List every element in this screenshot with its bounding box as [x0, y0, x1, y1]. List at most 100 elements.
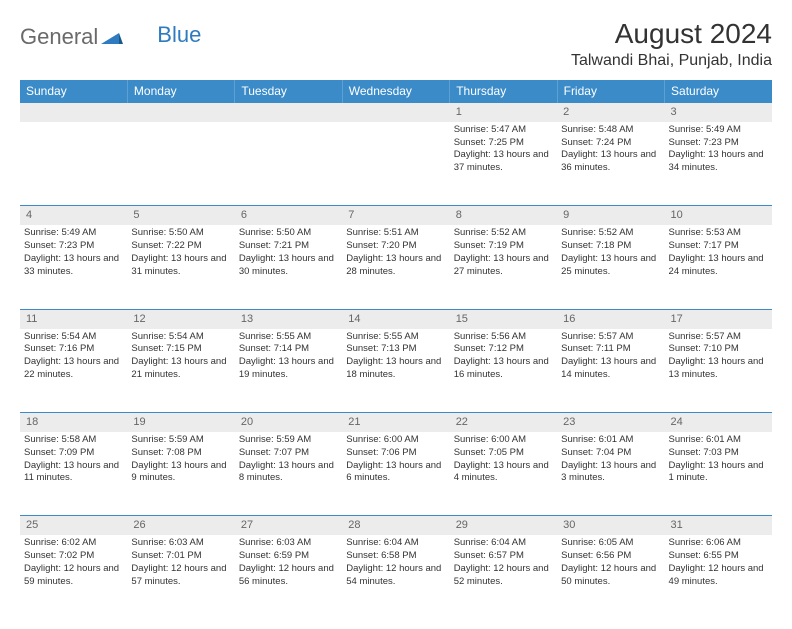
daylight-text: Daylight: 13 hours and 8 minutes. — [239, 460, 338, 486]
day-number-cell: 30 — [557, 516, 664, 535]
day-detail-cell: Sunrise: 6:04 AMSunset: 6:57 PMDaylight:… — [450, 535, 557, 619]
sunset-text: Sunset: 7:16 PM — [24, 343, 123, 356]
sunset-text: Sunset: 7:24 PM — [561, 137, 660, 150]
daylight-text: Daylight: 13 hours and 4 minutes. — [454, 460, 553, 486]
daylight-text: Daylight: 13 hours and 6 minutes. — [346, 460, 445, 486]
daylight-text: Daylight: 13 hours and 21 minutes. — [131, 356, 230, 382]
sunset-text: Sunset: 7:17 PM — [669, 240, 768, 253]
header: General Blue August 2024 Talwandi Bhai, … — [20, 18, 772, 70]
daylight-text: Daylight: 13 hours and 27 minutes. — [454, 253, 553, 279]
day-number-row: 25262728293031 — [20, 516, 772, 535]
day-number-cell: 6 — [235, 206, 342, 225]
day-number-cell: 12 — [127, 309, 234, 328]
sunrise-text: Sunrise: 5:51 AM — [346, 227, 445, 240]
title-block: August 2024 Talwandi Bhai, Punjab, India — [571, 18, 772, 70]
day-detail-cell: Sunrise: 6:03 AMSunset: 7:01 PMDaylight:… — [127, 535, 234, 619]
brand-part2: Blue — [123, 22, 201, 48]
sunset-text: Sunset: 7:07 PM — [239, 447, 338, 460]
day-number-cell: 27 — [235, 516, 342, 535]
daylight-text: Daylight: 13 hours and 30 minutes. — [239, 253, 338, 279]
day-number-cell: 16 — [557, 309, 664, 328]
sunset-text: Sunset: 7:13 PM — [346, 343, 445, 356]
day-detail-cell: Sunrise: 6:06 AMSunset: 6:55 PMDaylight:… — [665, 535, 772, 619]
day-detail-cell: Sunrise: 6:01 AMSunset: 7:03 PMDaylight:… — [665, 432, 772, 516]
day-number-cell — [342, 103, 449, 122]
sunset-text: Sunset: 7:25 PM — [454, 137, 553, 150]
sunset-text: Sunset: 6:55 PM — [669, 550, 768, 563]
daylight-text: Daylight: 12 hours and 52 minutes. — [454, 563, 553, 589]
day-detail-cell: Sunrise: 5:57 AMSunset: 7:11 PMDaylight:… — [557, 329, 664, 413]
day-detail-cell: Sunrise: 5:54 AMSunset: 7:16 PMDaylight:… — [20, 329, 127, 413]
sunset-text: Sunset: 7:22 PM — [131, 240, 230, 253]
day-number-cell: 26 — [127, 516, 234, 535]
day-detail-row: Sunrise: 5:58 AMSunset: 7:09 PMDaylight:… — [20, 432, 772, 516]
sunrise-text: Sunrise: 6:01 AM — [669, 434, 768, 447]
sunset-text: Sunset: 7:04 PM — [561, 447, 660, 460]
sunrise-text: Sunrise: 5:52 AM — [454, 227, 553, 240]
day-detail-cell: Sunrise: 5:55 AMSunset: 7:14 PMDaylight:… — [235, 329, 342, 413]
sunset-text: Sunset: 7:09 PM — [24, 447, 123, 460]
daylight-text: Daylight: 13 hours and 11 minutes. — [24, 460, 123, 486]
sunrise-text: Sunrise: 6:03 AM — [239, 537, 338, 550]
sunset-text: Sunset: 7:03 PM — [669, 447, 768, 460]
day-number-cell: 4 — [20, 206, 127, 225]
day-detail-cell — [20, 122, 127, 206]
sunrise-text: Sunrise: 5:55 AM — [346, 331, 445, 344]
day-number-cell: 18 — [20, 413, 127, 432]
sunrise-text: Sunrise: 5:57 AM — [669, 331, 768, 344]
sunrise-text: Sunrise: 6:02 AM — [24, 537, 123, 550]
daylight-text: Daylight: 12 hours and 49 minutes. — [669, 563, 768, 589]
day-number-cell: 25 — [20, 516, 127, 535]
daylight-text: Daylight: 12 hours and 56 minutes. — [239, 563, 338, 589]
day-detail-cell: Sunrise: 6:03 AMSunset: 6:59 PMDaylight:… — [235, 535, 342, 619]
daylight-text: Daylight: 12 hours and 50 minutes. — [561, 563, 660, 589]
weekday-header: Sunday — [20, 80, 127, 103]
daylight-text: Daylight: 13 hours and 16 minutes. — [454, 356, 553, 382]
sunset-text: Sunset: 7:01 PM — [131, 550, 230, 563]
day-detail-row: Sunrise: 5:49 AMSunset: 7:23 PMDaylight:… — [20, 225, 772, 309]
sunset-text: Sunset: 7:10 PM — [669, 343, 768, 356]
day-number-cell: 9 — [557, 206, 664, 225]
sunrise-text: Sunrise: 6:04 AM — [346, 537, 445, 550]
day-number-cell: 19 — [127, 413, 234, 432]
day-number-cell: 13 — [235, 309, 342, 328]
daylight-text: Daylight: 13 hours and 37 minutes. — [454, 149, 553, 175]
day-detail-row: Sunrise: 5:47 AMSunset: 7:25 PMDaylight:… — [20, 122, 772, 206]
sunrise-text: Sunrise: 5:48 AM — [561, 124, 660, 137]
day-number-cell — [20, 103, 127, 122]
day-number-cell: 8 — [450, 206, 557, 225]
weekday-header: Tuesday — [235, 80, 342, 103]
sunrise-text: Sunrise: 5:49 AM — [669, 124, 768, 137]
sunrise-text: Sunrise: 6:04 AM — [454, 537, 553, 550]
sunrise-text: Sunrise: 6:03 AM — [131, 537, 230, 550]
sunset-text: Sunset: 6:57 PM — [454, 550, 553, 563]
daylight-text: Daylight: 13 hours and 33 minutes. — [24, 253, 123, 279]
day-number-cell: 15 — [450, 309, 557, 328]
day-detail-cell: Sunrise: 5:49 AMSunset: 7:23 PMDaylight:… — [20, 225, 127, 309]
day-number-cell: 31 — [665, 516, 772, 535]
day-number-cell: 2 — [557, 103, 664, 122]
daylight-text: Daylight: 13 hours and 25 minutes. — [561, 253, 660, 279]
day-detail-cell: Sunrise: 5:47 AMSunset: 7:25 PMDaylight:… — [450, 122, 557, 206]
day-detail-cell: Sunrise: 6:04 AMSunset: 6:58 PMDaylight:… — [342, 535, 449, 619]
daylight-text: Daylight: 12 hours and 59 minutes. — [24, 563, 123, 589]
sunrise-text: Sunrise: 5:52 AM — [561, 227, 660, 240]
sunrise-text: Sunrise: 5:55 AM — [239, 331, 338, 344]
day-detail-cell: Sunrise: 5:52 AMSunset: 7:19 PMDaylight:… — [450, 225, 557, 309]
calendar-table: SundayMondayTuesdayWednesdayThursdayFrid… — [20, 80, 772, 619]
day-detail-cell: Sunrise: 6:02 AMSunset: 7:02 PMDaylight:… — [20, 535, 127, 619]
sunset-text: Sunset: 7:23 PM — [669, 137, 768, 150]
logo-mark-icon — [101, 24, 123, 50]
daylight-text: Daylight: 13 hours and 19 minutes. — [239, 356, 338, 382]
day-number-cell: 14 — [342, 309, 449, 328]
day-detail-cell: Sunrise: 5:56 AMSunset: 7:12 PMDaylight:… — [450, 329, 557, 413]
sunrise-text: Sunrise: 6:01 AM — [561, 434, 660, 447]
sunrise-text: Sunrise: 5:59 AM — [239, 434, 338, 447]
day-number-cell: 22 — [450, 413, 557, 432]
weekday-header-row: SundayMondayTuesdayWednesdayThursdayFrid… — [20, 80, 772, 103]
sunset-text: Sunset: 6:59 PM — [239, 550, 338, 563]
day-number-cell: 17 — [665, 309, 772, 328]
sunrise-text: Sunrise: 5:54 AM — [131, 331, 230, 344]
day-number-cell: 3 — [665, 103, 772, 122]
day-detail-cell: Sunrise: 5:52 AMSunset: 7:18 PMDaylight:… — [557, 225, 664, 309]
